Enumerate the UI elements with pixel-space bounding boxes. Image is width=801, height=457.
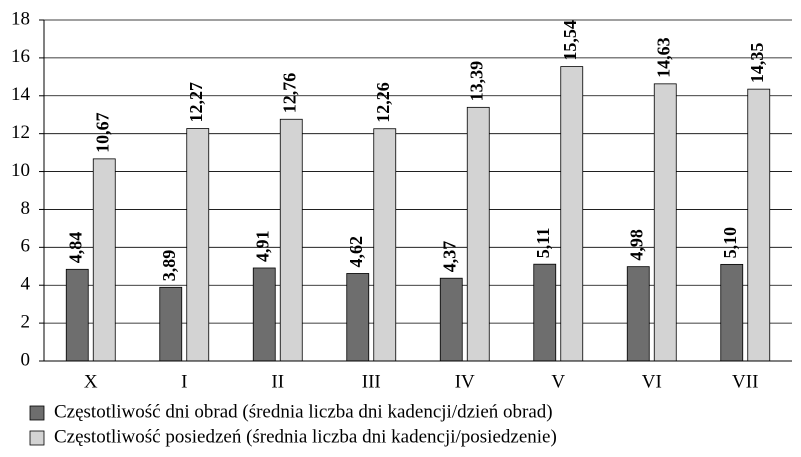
bar: [186, 128, 210, 362]
x-tick-label: I: [181, 371, 187, 392]
legend-swatch: [29, 405, 45, 421]
x-tick-label: VI: [642, 371, 662, 392]
legend-label: Częstotliwość dni obrad (średnia liczba …: [54, 401, 553, 422]
value-label: 4,37: [439, 241, 459, 273]
bar: [279, 118, 303, 362]
x-tick-label: V: [551, 371, 565, 392]
bar: [720, 263, 744, 362]
y-tick-label: 2: [21, 311, 31, 332]
y-tick-label: 4: [21, 274, 31, 295]
value-label: 4,84: [65, 232, 85, 264]
bar: [533, 263, 557, 362]
y-tick-label: 6: [21, 236, 31, 257]
value-label: 12,26: [373, 82, 393, 123]
x-tick-label: III: [362, 371, 381, 392]
bar: [560, 66, 584, 362]
value-label: 12,76: [279, 73, 299, 114]
bar: [346, 273, 370, 362]
value-label: 4,98: [626, 229, 646, 261]
value-label: 5,10: [720, 227, 740, 259]
x-tick-label: X: [84, 371, 98, 392]
value-label: 13,39: [466, 61, 486, 102]
x-tick-label: VII: [732, 371, 758, 392]
x-tick-label: II: [271, 371, 284, 392]
legend-swatch: [29, 430, 45, 446]
value-label: 12,27: [186, 82, 206, 123]
y-tick-label: 14: [11, 84, 31, 105]
bar: [439, 277, 463, 362]
bar: [373, 128, 397, 362]
y-tick-label: 12: [11, 122, 30, 143]
value-label: 14,63: [653, 37, 673, 78]
y-tick-label: 16: [11, 46, 30, 67]
y-tick-label: 8: [21, 198, 31, 219]
bar: [92, 158, 116, 362]
bar: [653, 83, 677, 362]
value-label: 14,35: [747, 43, 767, 84]
bar: [626, 266, 650, 362]
value-label: 3,89: [159, 250, 179, 282]
bar: [65, 268, 89, 362]
x-tick-label: IV: [455, 371, 475, 392]
value-label: 4,91: [252, 230, 272, 262]
bar: [466, 106, 490, 362]
bar: [252, 267, 276, 362]
value-label: 15,54: [560, 20, 580, 61]
value-label: 10,67: [92, 112, 112, 153]
y-tick-label: 0: [21, 349, 31, 370]
y-tick-label: 18: [11, 8, 30, 29]
y-tick-label: 10: [11, 160, 30, 181]
value-label: 5,11: [533, 228, 553, 259]
legend-label: Częstotliwość posiedzeń (średnia liczba …: [54, 426, 557, 447]
bar: [747, 88, 771, 362]
value-label: 4,62: [346, 236, 366, 268]
bar: [159, 286, 183, 362]
